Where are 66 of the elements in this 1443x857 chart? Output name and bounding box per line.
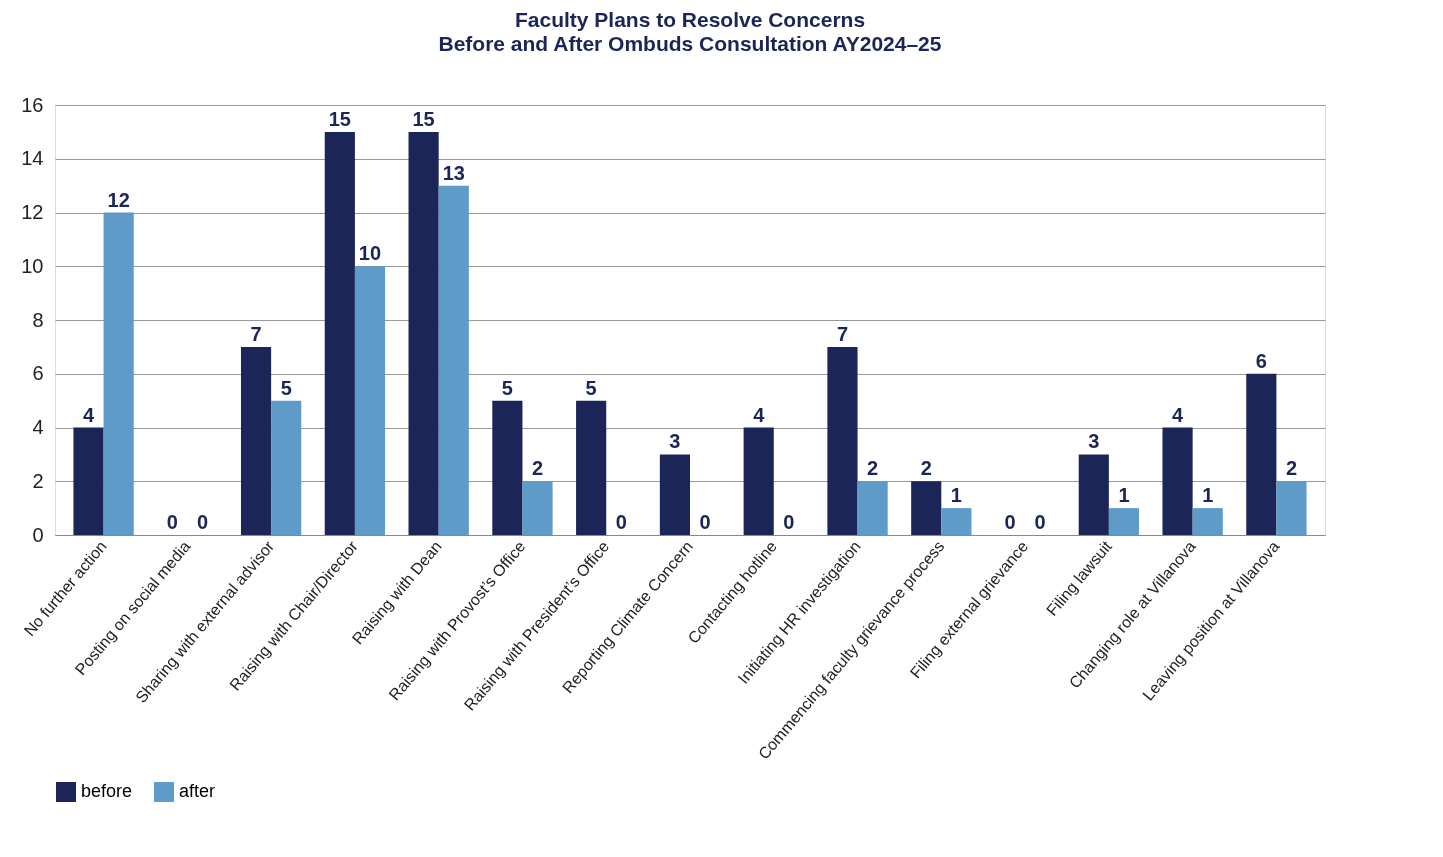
data-label: 10 bbox=[358, 242, 382, 265]
data-label: 0 bbox=[783, 511, 795, 533]
data-label: 12 bbox=[107, 188, 130, 211]
data-label: 0 bbox=[166, 511, 178, 533]
data-label: 2 bbox=[531, 457, 544, 480]
bar bbox=[1108, 508, 1140, 535]
data-label: 15 bbox=[328, 107, 351, 130]
data-label: 1 bbox=[1118, 484, 1130, 507]
bar bbox=[103, 212, 134, 535]
data-label: 3 bbox=[669, 430, 681, 453]
data-label: 2 bbox=[920, 457, 932, 480]
y-tick-label: 12 bbox=[21, 201, 44, 223]
bar bbox=[408, 131, 439, 535]
data-label: 1 bbox=[950, 484, 962, 507]
data-label: 7 bbox=[250, 322, 262, 345]
legend-label: before bbox=[81, 781, 133, 801]
y-tick-label: 2 bbox=[32, 469, 44, 492]
bar bbox=[941, 508, 972, 535]
bar bbox=[438, 185, 469, 535]
bar bbox=[1246, 373, 1277, 535]
data-label: 0 bbox=[196, 511, 208, 533]
bar bbox=[324, 131, 355, 535]
y-tick-label: 6 bbox=[32, 362, 44, 385]
bar bbox=[240, 346, 272, 535]
y-tick-label: 10 bbox=[21, 254, 44, 277]
bar bbox=[354, 266, 386, 535]
bar bbox=[271, 400, 302, 535]
bar bbox=[522, 481, 553, 535]
data-label: 2 bbox=[1285, 457, 1298, 480]
bar bbox=[1192, 508, 1223, 535]
y-tick-label: 8 bbox=[32, 308, 44, 331]
data-label: 0 bbox=[615, 511, 627, 533]
data-label: 0 bbox=[699, 511, 711, 533]
y-tick-label: 14 bbox=[21, 147, 44, 170]
y-tick-label: 0 bbox=[32, 523, 44, 546]
data-label: 5 bbox=[280, 376, 292, 399]
bar bbox=[857, 481, 888, 535]
legend-label: after bbox=[179, 781, 216, 801]
chart-title: Faculty Plans to Resolve Concerns bbox=[514, 8, 866, 31]
bar bbox=[659, 454, 690, 535]
data-label: 6 bbox=[1255, 349, 1267, 372]
data-label: 1 bbox=[1202, 484, 1214, 507]
bar bbox=[1162, 427, 1193, 535]
data-label: 4 bbox=[1172, 403, 1184, 426]
data-label: 3 bbox=[1088, 430, 1100, 453]
bar bbox=[827, 346, 858, 535]
bar bbox=[576, 400, 607, 535]
data-label: 4 bbox=[753, 403, 766, 426]
y-tick-label: 4 bbox=[32, 416, 44, 438]
bar bbox=[743, 427, 774, 535]
data-label: 4 bbox=[82, 403, 95, 426]
data-label: 5 bbox=[585, 376, 597, 399]
bar bbox=[492, 400, 523, 535]
data-label: 2 bbox=[867, 457, 879, 480]
data-label: 0 bbox=[1034, 511, 1046, 533]
y-tick-label: 16 bbox=[21, 93, 44, 116]
chart-subtitle: Before and After Ombuds Consultation AY2024–25 bbox=[438, 32, 942, 55]
bar bbox=[1276, 481, 1307, 535]
data-label: 5 bbox=[501, 376, 513, 399]
data-label: 0 bbox=[1004, 511, 1016, 533]
data-label: 7 bbox=[836, 322, 849, 345]
data-label: 13 bbox=[442, 161, 465, 184]
bar bbox=[911, 481, 942, 535]
bar bbox=[1078, 454, 1109, 535]
bar bbox=[73, 427, 104, 535]
data-label: 15 bbox=[412, 107, 435, 130]
